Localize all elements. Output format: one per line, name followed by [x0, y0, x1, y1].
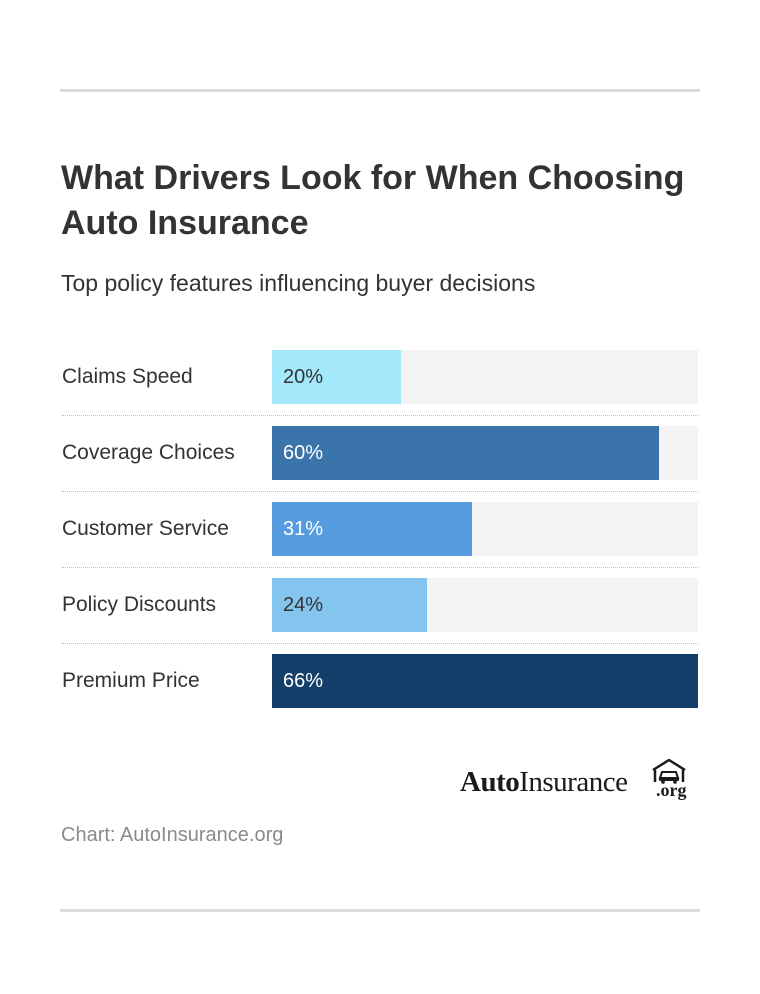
bar [272, 578, 427, 632]
row-separator [62, 643, 698, 644]
bar-row: Premium Price 66% [62, 654, 698, 708]
top-divider [60, 89, 700, 92]
category-label: Claims Speed [62, 365, 193, 388]
bar-chart: Claims Speed 20% Coverage Choices 60% Custom… [62, 350, 698, 708]
data-label: 31% [283, 518, 324, 540]
logo-wordmark: AutoInsurance [460, 766, 628, 799]
category-label: Policy Discounts [62, 593, 217, 616]
bar-track: 66% [272, 654, 698, 708]
logo-tld: .org [656, 780, 687, 800]
brand-logo[interactable]: AutoInsurance .org [460, 758, 692, 804]
row-separator [62, 567, 698, 568]
bar-row: Claims Speed 20% [62, 350, 698, 416]
data-label: 66% [283, 670, 324, 692]
data-label: 24% [283, 594, 324, 616]
bottom-divider [60, 909, 700, 912]
bar [272, 350, 401, 404]
data-label: 60% [283, 442, 324, 464]
row-separator [62, 415, 698, 416]
bar-row: Customer Service 31% [62, 502, 698, 568]
logo-word-insurance: Insurance [519, 766, 628, 798]
bar-track: 20% [272, 350, 698, 404]
bar-track: 60% [272, 426, 698, 480]
logo-word-auto: Auto [460, 766, 520, 798]
bar [272, 502, 472, 556]
car-garage-icon [652, 758, 686, 784]
data-label: 20% [283, 366, 324, 388]
bar [272, 654, 698, 708]
row-separator [62, 491, 698, 492]
category-label: Premium Price [62, 669, 200, 692]
bar-track: 31% [272, 502, 698, 556]
chart-subtitle: Top policy features influencing buyer de… [61, 270, 536, 296]
bar-row: Coverage Choices 60% [62, 426, 698, 492]
category-label: Customer Service [62, 517, 229, 540]
bar [272, 426, 659, 480]
chart-title: What Drivers Look for When Choosing Auto… [61, 159, 685, 242]
chart-source: Chart: AutoInsurance.org [61, 824, 284, 846]
bar-track: 24% [272, 578, 698, 632]
bar-row: Policy Discounts 24% [62, 578, 698, 644]
category-label: Coverage Choices [62, 441, 235, 464]
